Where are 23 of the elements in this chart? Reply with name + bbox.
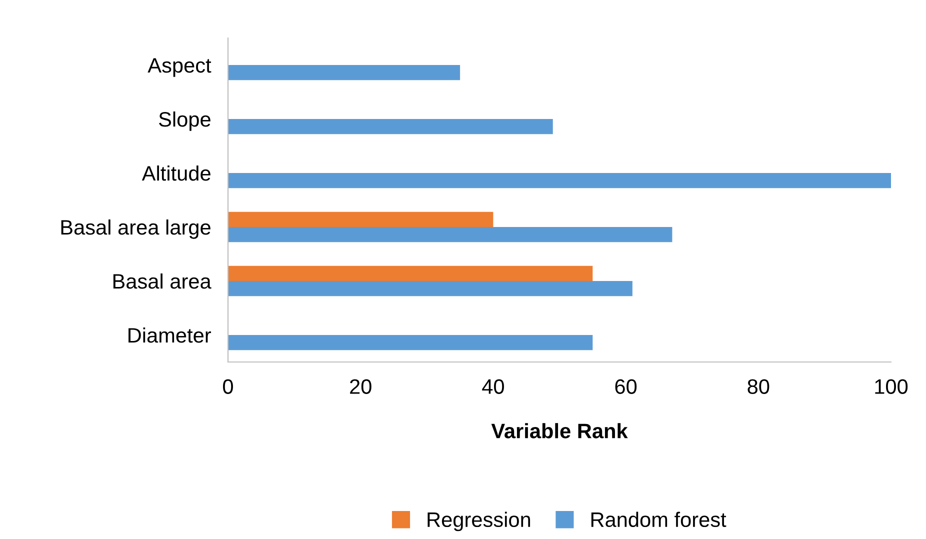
y-tick-label: Basal area: [113, 273, 212, 289]
bar: [228, 266, 593, 281]
x-tick-label: 40: [482, 379, 504, 394]
legend-label: Regression: [428, 512, 530, 532]
x-tick-label: 80: [748, 379, 770, 394]
x-tick-label: 100: [875, 379, 908, 394]
x-tick-label: 60: [615, 379, 637, 394]
y-tick-label: Diameter: [128, 327, 211, 343]
bar: [228, 281, 632, 296]
x-axis-title: Variable Rank: [491, 423, 628, 438]
y-tick-label: Aspect: [148, 58, 212, 77]
bar: [228, 173, 891, 188]
legend-label: Random forest: [591, 512, 726, 528]
x-tick-label: 0: [223, 379, 233, 394]
bar: [228, 335, 593, 350]
y-tick-label: Altitude: [142, 165, 210, 181]
y-tick-label: Basal area large: [61, 219, 210, 239]
bar: [228, 65, 460, 80]
bar: [228, 227, 672, 242]
bar: [228, 119, 553, 134]
x-tick-label: 20: [350, 379, 372, 394]
y-tick-label: Slope: [159, 111, 210, 131]
bar: [228, 212, 494, 227]
